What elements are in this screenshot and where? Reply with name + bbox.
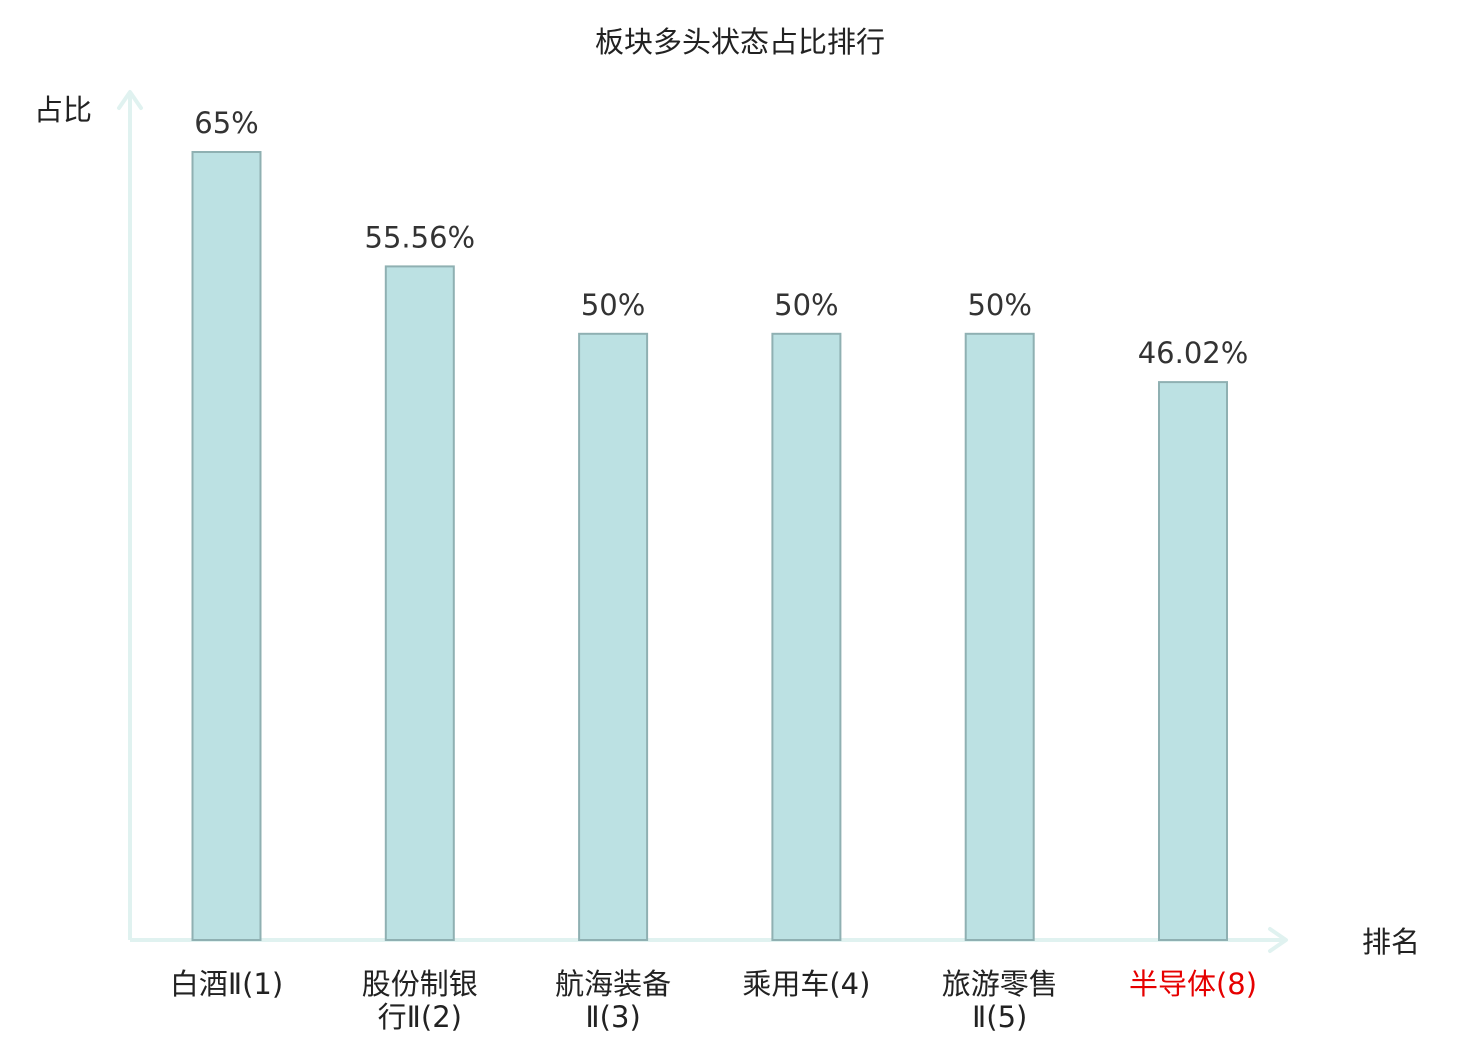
bars-group — [191, 151, 1228, 942]
bar-value-label: 65% — [194, 106, 258, 140]
x-tick-label: Ⅱ(3) — [585, 1000, 640, 1034]
bar-value-label: 50% — [581, 288, 645, 322]
bar — [578, 332, 649, 941]
y-axis-arrow — [117, 90, 143, 110]
bar — [191, 151, 262, 941]
chart-title: 板块多头状态占比排行 — [595, 25, 885, 59]
x-tick-label: 旅游零售 — [942, 967, 1058, 1001]
x-tick-label: 行Ⅱ(2) — [378, 1000, 462, 1034]
bar-value-label: 50% — [967, 288, 1031, 322]
value-labels-group: 65% 55.56% 50% 50% 50% 46.02% — [194, 106, 1248, 370]
bar-value-label: 55.56% — [365, 220, 476, 254]
x-tick-label: 白酒Ⅱ(1) — [170, 967, 283, 1001]
bar — [384, 265, 455, 941]
bar — [1158, 381, 1228, 942]
bar — [771, 332, 842, 941]
x-tick-label: 航海装备 — [555, 967, 671, 1001]
y-axis-label: 占比 — [34, 93, 92, 127]
bar — [964, 332, 1035, 941]
bar-value-label: 50% — [774, 288, 838, 322]
x-tick-label: 半导体(8) — [1129, 967, 1257, 1001]
x-tick-label: Ⅱ(5) — [972, 1000, 1027, 1034]
bar-value-label: 46.02% — [1138, 336, 1249, 370]
x-axis-arrow — [1268, 927, 1288, 953]
x-axis-label: 排名 — [1362, 925, 1420, 959]
x-tick-label: 股份制银 — [362, 967, 478, 1001]
x-tick-label: 乘用车(4) — [742, 967, 870, 1001]
